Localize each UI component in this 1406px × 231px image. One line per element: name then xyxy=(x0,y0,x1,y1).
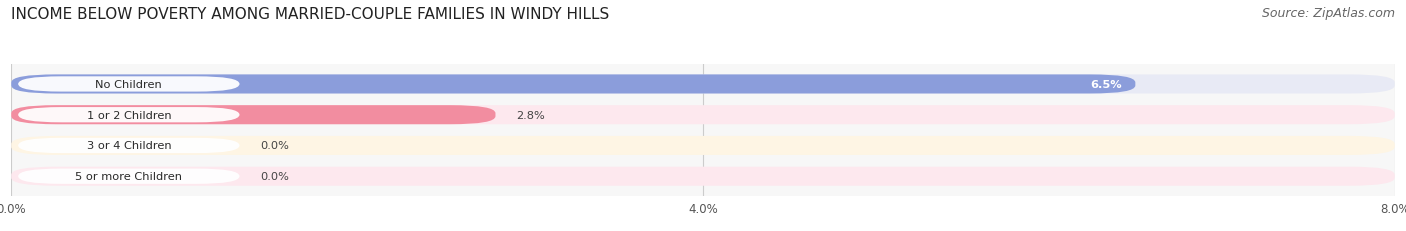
FancyBboxPatch shape xyxy=(11,167,1395,186)
Text: 0.0%: 0.0% xyxy=(260,171,290,181)
FancyBboxPatch shape xyxy=(18,77,239,92)
Text: 5 or more Children: 5 or more Children xyxy=(76,171,183,181)
FancyBboxPatch shape xyxy=(18,108,239,123)
Text: INCOME BELOW POVERTY AMONG MARRIED-COUPLE FAMILIES IN WINDY HILLS: INCOME BELOW POVERTY AMONG MARRIED-COUPL… xyxy=(11,7,609,22)
FancyBboxPatch shape xyxy=(11,136,1395,155)
Text: Source: ZipAtlas.com: Source: ZipAtlas.com xyxy=(1261,7,1395,20)
FancyBboxPatch shape xyxy=(11,75,1395,94)
Text: 1 or 2 Children: 1 or 2 Children xyxy=(87,110,172,120)
FancyBboxPatch shape xyxy=(18,138,239,153)
Text: 6.5%: 6.5% xyxy=(1090,80,1122,90)
FancyBboxPatch shape xyxy=(11,106,495,125)
Text: 0.0%: 0.0% xyxy=(260,141,290,151)
Text: 3 or 4 Children: 3 or 4 Children xyxy=(87,141,172,151)
FancyBboxPatch shape xyxy=(11,106,1395,125)
Text: No Children: No Children xyxy=(96,80,162,90)
FancyBboxPatch shape xyxy=(11,75,1136,94)
FancyBboxPatch shape xyxy=(18,169,239,184)
Text: 2.8%: 2.8% xyxy=(516,110,546,120)
